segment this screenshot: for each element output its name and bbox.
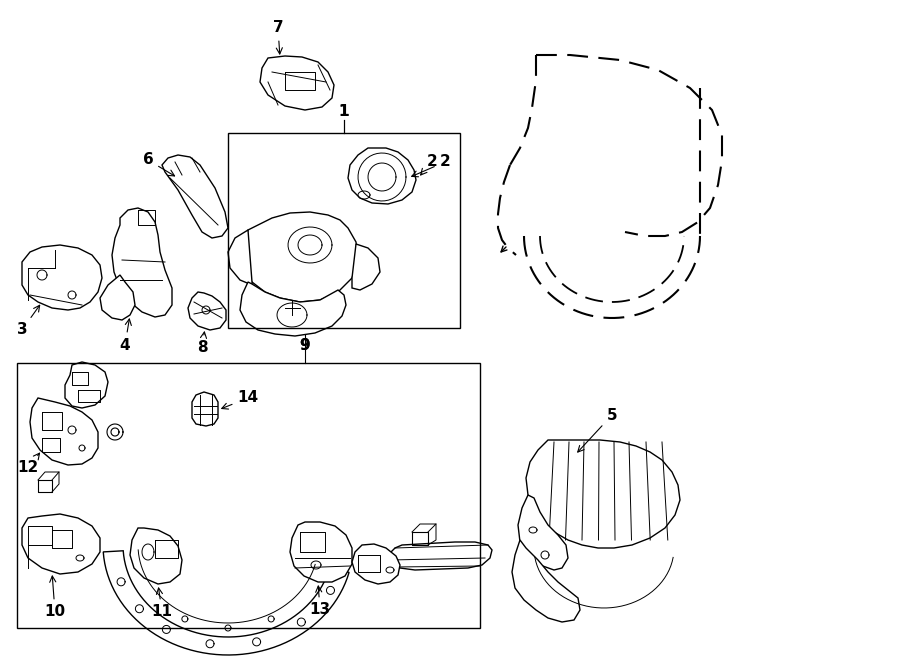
Text: 2: 2 (411, 155, 450, 176)
Text: 5: 5 (578, 407, 617, 452)
Polygon shape (104, 551, 349, 655)
Polygon shape (65, 362, 108, 408)
Text: 6: 6 (142, 153, 175, 176)
Polygon shape (22, 245, 102, 310)
Bar (228, 133, 460, 328)
Text: 8: 8 (197, 332, 207, 356)
Text: 10: 10 (44, 576, 66, 619)
Polygon shape (228, 230, 252, 285)
Polygon shape (518, 495, 568, 570)
Polygon shape (162, 155, 228, 238)
Text: 11: 11 (151, 588, 173, 619)
Polygon shape (290, 522, 352, 582)
Polygon shape (386, 542, 492, 570)
Text: 4: 4 (120, 319, 131, 352)
Text: 9: 9 (300, 338, 310, 352)
Polygon shape (130, 528, 182, 584)
Polygon shape (112, 208, 172, 317)
Text: 14: 14 (221, 391, 258, 409)
Polygon shape (260, 56, 334, 110)
Polygon shape (352, 544, 400, 584)
Text: 13: 13 (310, 586, 330, 617)
Polygon shape (512, 540, 580, 622)
Polygon shape (348, 148, 416, 204)
Polygon shape (242, 212, 358, 302)
Text: 1: 1 (338, 104, 349, 120)
Polygon shape (240, 282, 346, 336)
Polygon shape (188, 292, 226, 330)
Polygon shape (352, 244, 380, 290)
Text: 1: 1 (338, 104, 349, 120)
Polygon shape (192, 392, 218, 426)
Polygon shape (22, 514, 100, 574)
Bar (17, 363, 480, 628)
Polygon shape (30, 398, 98, 465)
Text: 3: 3 (17, 305, 40, 338)
Text: 12: 12 (17, 453, 40, 475)
Text: 2: 2 (420, 155, 437, 175)
Text: 9: 9 (300, 338, 310, 352)
Polygon shape (526, 440, 680, 548)
Polygon shape (100, 275, 135, 320)
Text: 7: 7 (273, 20, 284, 54)
